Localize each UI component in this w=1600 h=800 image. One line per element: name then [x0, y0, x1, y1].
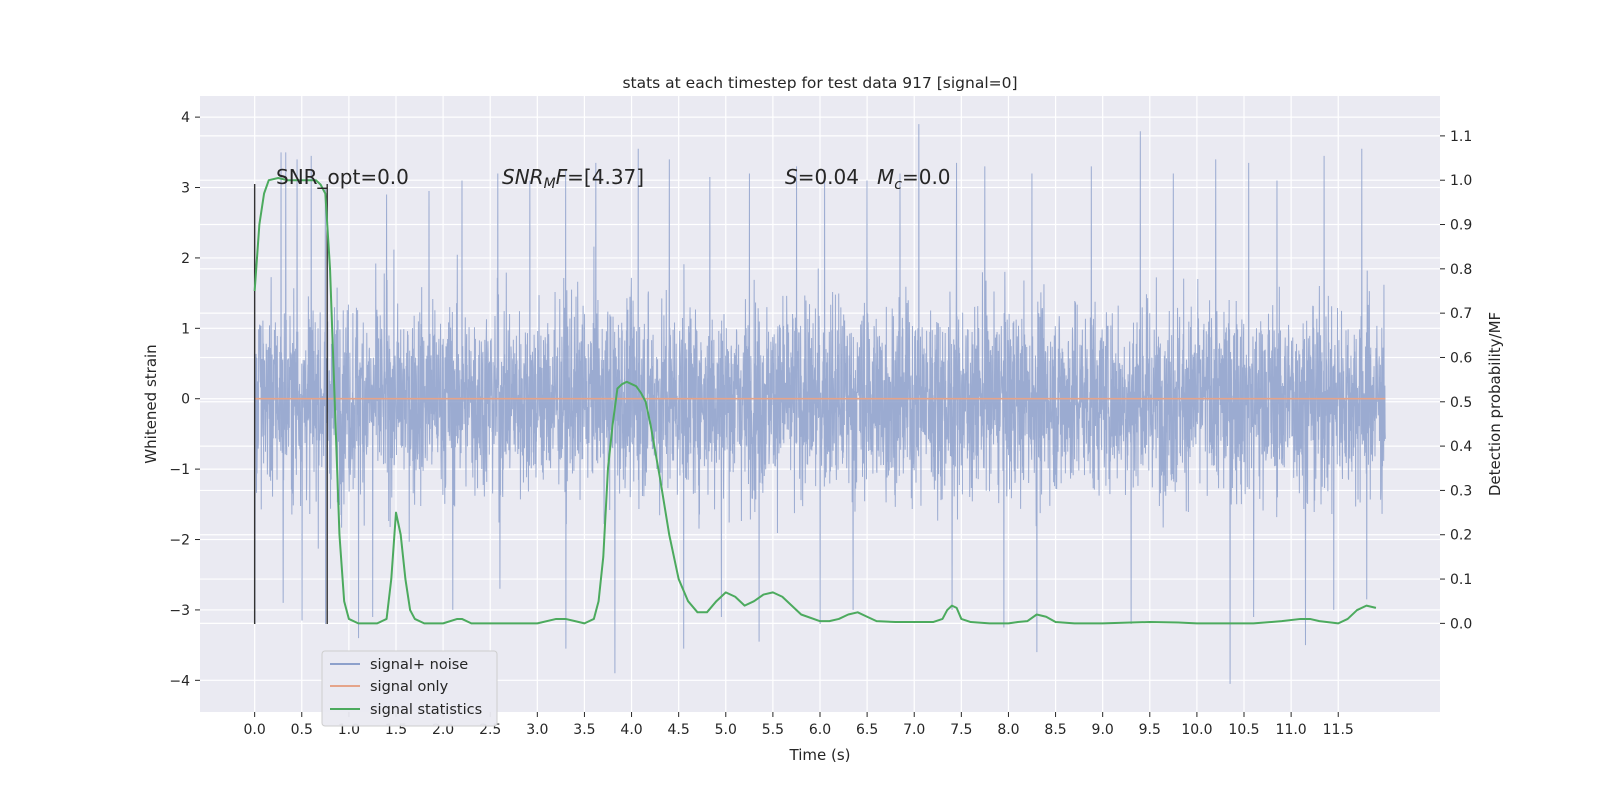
x-tick-label: 6.0	[809, 722, 831, 738]
x-tick-label: 10.5	[1228, 722, 1259, 738]
left-y-tick-label: −4	[169, 673, 190, 689]
right-y-axis-label: Detection probability/MF	[1486, 312, 1504, 496]
right-y-tick-label: 0.8	[1450, 262, 1472, 278]
left-y-tick-label: 3	[181, 181, 190, 197]
s-label: S	[785, 165, 798, 189]
legend: signal+ noise signal only signal statist…	[321, 650, 498, 727]
annotation-snr-opt: SNR_opt=0.0	[276, 165, 409, 189]
right-y-tick-label: 1.0	[1450, 173, 1472, 189]
left-y-axis-ticks: 4 3 2 1 0 −1 −2 −3 −4	[169, 110, 200, 689]
x-tick-label: 0.0	[244, 722, 266, 738]
left-y-tick-label: −1	[169, 462, 190, 478]
legend-label-signal-only: signal only	[370, 679, 449, 695]
signal-statistics-series	[253, 176, 1377, 625]
left-y-axis-label: Whitened strain	[142, 344, 160, 463]
legend-label-signal-noise: signal+ noise	[370, 657, 468, 673]
signal-noise-series	[254, 124, 1386, 684]
right-y-tick-label: 1.1	[1450, 129, 1472, 145]
snr-mf-main: SNR	[502, 165, 544, 189]
right-y-axis-ticks: 1.1 1.0 0.9 0.8 0.7 0.6 0.5 0.4 0.3 0.2 0.1 0.0	[1440, 129, 1472, 632]
left-y-tick-label: 2	[181, 251, 190, 267]
x-tick-label: 4.5	[668, 722, 690, 738]
left-y-tick-label: 0	[181, 392, 190, 408]
x-axis-ticks: 0.0 0.5 1.0 1.5 2.0 2.5 3.0 3.5 4.0 4.5 5.0 5.5 6.0 6…	[244, 712, 1354, 738]
x-tick-label: 0.5	[291, 722, 313, 738]
right-y-tick-label: 0.9	[1450, 218, 1472, 234]
x-tick-label: 7.5	[950, 722, 972, 738]
x-tick-label: 9.5	[1139, 722, 1161, 738]
vertical-markers	[253, 184, 328, 624]
x-tick-label: 7.0	[903, 722, 925, 738]
x-tick-label: 11.0	[1276, 722, 1307, 738]
right-y-tick-label: 0.5	[1450, 395, 1472, 411]
right-y-tick-label: 0.3	[1450, 483, 1472, 499]
snr-mf-f: F	[556, 165, 568, 189]
snr-mf-value: =[4.37]	[567, 165, 644, 189]
x-tick-label: 10.0	[1181, 722, 1212, 738]
x-tick-label: 11.5	[1323, 722, 1354, 738]
right-y-tick-label: 0.1	[1450, 572, 1472, 588]
x-tick-label: 4.0	[620, 722, 642, 738]
x-tick-label: 8.5	[1044, 722, 1066, 738]
right-y-tick-label: 0.6	[1450, 350, 1472, 366]
left-y-tick-label: 1	[181, 321, 190, 337]
right-y-tick-label: 0.4	[1450, 439, 1472, 455]
left-y-tick-label: −2	[169, 533, 190, 549]
s-value: =0.04	[798, 165, 859, 189]
x-tick-label: 5.5	[762, 722, 784, 738]
x-tick-label: 8.0	[997, 722, 1019, 738]
x-tick-label: 3.0	[526, 722, 548, 738]
x-tick-label: 9.0	[1092, 722, 1114, 738]
right-y-tick-label: 0.7	[1450, 306, 1472, 322]
chart-title: stats at each timestep for test data 917…	[622, 74, 1017, 92]
mc-label: M	[877, 165, 894, 189]
signal-statistics-line	[253, 176, 1377, 625]
mc-value: =0.0	[902, 165, 951, 189]
x-axis-label: Time (s)	[789, 746, 851, 764]
right-y-tick-label: 0.2	[1450, 528, 1472, 544]
x-tick-label: 6.5	[856, 722, 878, 738]
right-y-tick-label: 0.0	[1450, 616, 1472, 632]
mc-subscript: c	[894, 177, 902, 193]
legend-box	[321, 650, 498, 727]
x-tick-label: 5.0	[715, 722, 737, 738]
left-y-tick-label: −3	[169, 603, 190, 619]
annotation-snr-mf: SNRMF=[4.37]	[502, 165, 644, 192]
left-y-tick-label: 4	[181, 110, 190, 126]
signal-noise-line	[254, 124, 1386, 684]
legend-label-signal-statistics: signal statistics	[370, 702, 482, 718]
annotation-s-mc: S=0.04 Mc=0.0	[785, 165, 951, 193]
x-tick-label: 3.5	[573, 722, 595, 738]
snr-mf-subscript: M	[544, 176, 556, 192]
